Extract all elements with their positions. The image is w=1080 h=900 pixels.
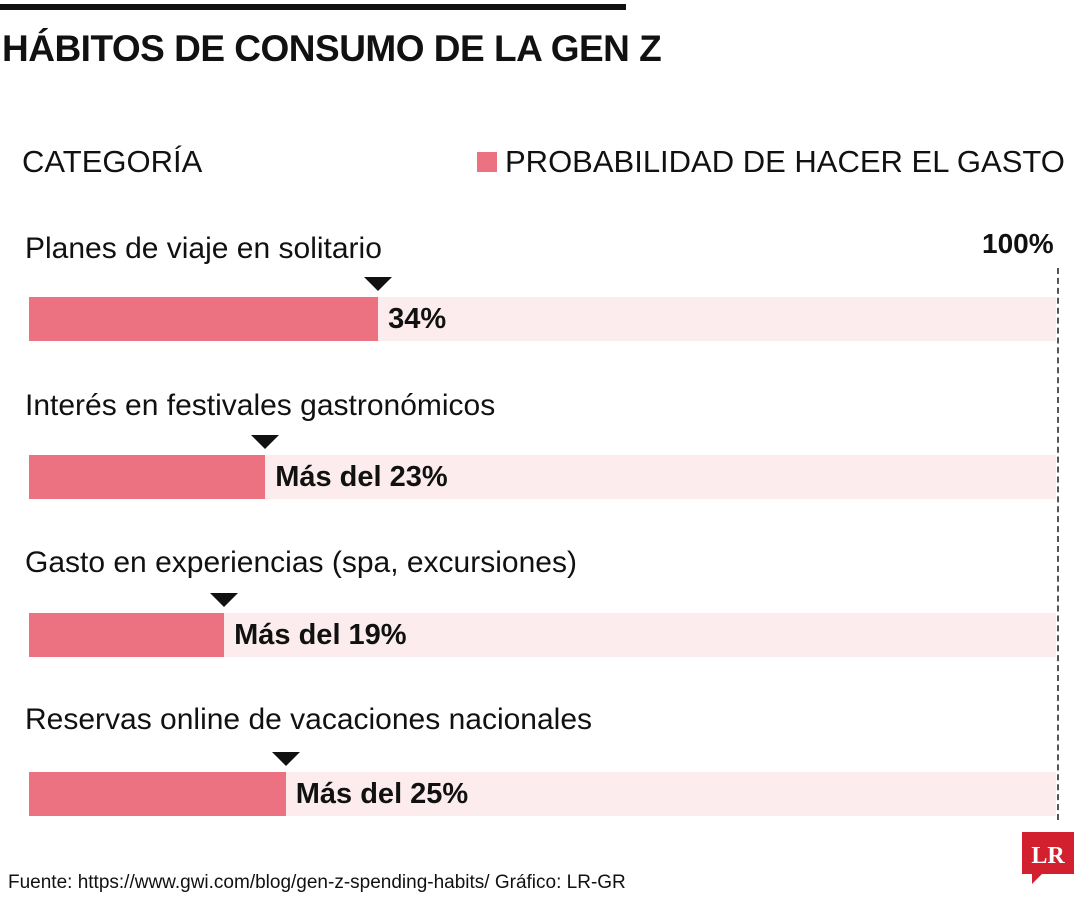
lr-logo: LR [1022, 832, 1074, 884]
legend-label: PROBABILIDAD DE HACER EL GASTO [505, 144, 1065, 179]
value-label: Más del 19% [234, 619, 407, 651]
source-note: Fuente: https://www.gwi.com/blog/gen-z-s… [8, 872, 626, 893]
bar-track [29, 297, 1056, 341]
value-marker-icon [251, 435, 280, 449]
value-marker-icon [364, 277, 393, 291]
top-rule [0, 4, 626, 10]
chart-title: HÁBITOS DE CONSUMO DE LA GEN Z [2, 28, 662, 69]
category-label: Gasto en experiencias (spa, excursiones) [25, 546, 577, 579]
bar-track [29, 455, 1056, 499]
bar-track [29, 772, 1056, 816]
value-marker-icon [210, 593, 239, 607]
bar [29, 613, 225, 657]
bar-track [29, 613, 1056, 657]
value-label: Más del 23% [275, 461, 448, 493]
category-label: Reservas online de vacaciones nacionales [25, 703, 593, 736]
bar [29, 297, 379, 341]
reference-line-100 [1057, 268, 1059, 820]
category-label: Planes de viaje en solitario [25, 232, 382, 265]
category-label: Interés en festivales gastronómicos [25, 389, 496, 422]
legend: PROBABILIDAD DE HACER EL GASTO [477, 144, 1065, 180]
value-marker-icon [271, 752, 300, 766]
logo-text: LR [1031, 843, 1065, 869]
value-label: Más del 25% [295, 778, 469, 810]
bar [29, 455, 266, 499]
bar [29, 772, 286, 816]
max-value-label: 100% [982, 228, 1054, 259]
value-label: 34% [388, 303, 447, 335]
category-header: CATEGORÍA [22, 144, 203, 179]
legend-swatch [477, 152, 497, 172]
